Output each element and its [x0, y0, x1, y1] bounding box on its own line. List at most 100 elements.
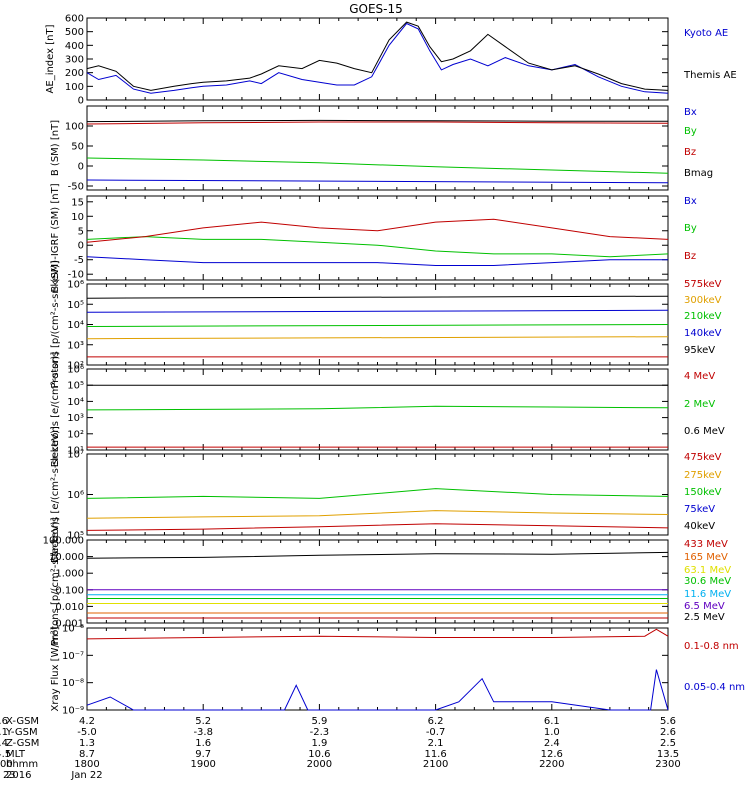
- footer-value: 1.9: [311, 738, 327, 749]
- series-line: [86, 236, 669, 258]
- y-tick-label: 0: [78, 96, 84, 107]
- footer-value: 1.6: [195, 738, 211, 749]
- footer-value: 1.0: [544, 727, 560, 738]
- footer-value: 2000: [307, 759, 332, 770]
- footer-value: 1900: [190, 759, 215, 770]
- series-line: [86, 628, 669, 640]
- y-axis-label: B (SM) [nT]: [50, 120, 61, 176]
- footer-value: 4.2: [79, 716, 95, 727]
- y-tick-label: 10⁻⁸: [62, 678, 84, 689]
- legend-entry: By: [684, 223, 697, 234]
- legend-entry: 63.1 MeV: [684, 565, 731, 576]
- footer-value: Jan 22: [70, 770, 102, 781]
- panel-5: 10¹ 10² 10³ 10⁴ 10⁵ 10⁶ Electrons [e/(cm²-s-sr…: [50, 352, 725, 468]
- footer-value: 6.1: [544, 716, 560, 727]
- series-line: [86, 510, 669, 519]
- y-tick-label: 10⁴: [67, 397, 84, 408]
- y-tick-label: 300: [65, 55, 84, 66]
- footer-value: 5.2: [195, 716, 211, 727]
- series-line: [86, 324, 669, 327]
- legend-entry: 95keV: [684, 345, 715, 356]
- footer-value: 1.3: [79, 738, 95, 749]
- y-tick-label: 200: [65, 68, 84, 79]
- y-tick-label: 10⁶: [67, 280, 84, 291]
- y-axis-label: Electrons [e/(cm²-s-sr)]: [50, 352, 61, 468]
- legend-entry: 300keV: [684, 295, 722, 306]
- series-line: [86, 121, 669, 125]
- panel-frame: [86, 17, 669, 101]
- y-tick-label: 600: [65, 14, 84, 25]
- series-line: [86, 523, 669, 531]
- series-line: [86, 405, 669, 411]
- series-line: [86, 488, 669, 499]
- legend-entry: Bx: [684, 107, 697, 118]
- series-line: [86, 157, 669, 174]
- footer-value: 1800: [74, 759, 99, 770]
- footer-value: 11.6: [424, 749, 446, 760]
- panel-1: 0 100 200 300 400 500 600 AE_index [nT] Kyoto AE…: [45, 14, 737, 107]
- y-tick-label: 0.100: [55, 585, 84, 596]
- panel-2: -50 0 50 100 B (SM) [nT] Bx By Bz Bmag: [50, 105, 713, 193]
- y-tick-label: 10⁵: [67, 381, 84, 392]
- legend-entry: 2.5 MeV: [684, 612, 725, 623]
- y-axis-label: Protons [p/(cm²-s-sr-keV)]: [50, 517, 61, 645]
- footer-value: 12.6: [541, 749, 563, 760]
- footer-value: 10.6: [308, 749, 330, 760]
- y-tick-label: -50: [68, 182, 84, 193]
- series-line: [86, 119, 668, 123]
- legend-entry: By: [684, 126, 697, 137]
- footer-row-label: hhmm: [6, 759, 38, 770]
- ephemeris-footer: X-GSMY-GSMZ-GSMMLThhmm20164.2-5.01.38.71…: [0, 716, 681, 781]
- legend-entry: Themis AE: [683, 70, 737, 81]
- panel-frame: [86, 105, 669, 191]
- legend-entry: 40keV: [684, 521, 715, 532]
- legend-entry: Bz: [684, 147, 696, 158]
- footer-value: 2.5: [660, 738, 676, 749]
- footer-value: 2100: [423, 759, 448, 770]
- footer-row-label: Z-GSM: [6, 738, 39, 749]
- legend-entry: 0.1-0.8 nm: [684, 641, 739, 652]
- legend-entry: 6.5 MeV: [684, 601, 725, 612]
- footer-row-label: 2016: [6, 770, 31, 781]
- series-line: [86, 551, 669, 559]
- y-tick-label: 15: [71, 197, 84, 208]
- series-line: [86, 309, 669, 313]
- footer-value: 9.7: [195, 749, 211, 760]
- panel-6: 10⁵ 10⁶ 10⁷ Electrons [e/(cm²-s-sr-keV)] 475…: [50, 426, 722, 563]
- panel-frame: [86, 627, 669, 711]
- panel-7: 0.001 0.010 0.100 1.000 10.000 100.000Protons…: [43, 517, 732, 645]
- y-tick-label: 100: [65, 82, 84, 93]
- footer-value: 5.9: [311, 716, 327, 727]
- legend-entry: 475keV: [684, 452, 722, 463]
- y-tick-label: 10²: [67, 361, 84, 372]
- legend-entry: 140keV: [684, 328, 722, 339]
- footer-value: 14.5: [0, 749, 11, 760]
- y-tick-label: 10⁵: [67, 300, 84, 311]
- y-tick-label: 10: [71, 212, 84, 223]
- series-line: [86, 21, 669, 91]
- series-line: [86, 218, 669, 243]
- legend-entry: 0.05-0.4 nm: [684, 682, 745, 693]
- panel-frame: [86, 539, 669, 624]
- y-tick-label: 100.000: [43, 536, 84, 547]
- y-tick-label: 10⁷: [67, 450, 84, 461]
- y-tick-label: 10⁶: [67, 490, 84, 501]
- y-tick-label: 100: [65, 122, 84, 133]
- y-tick-label: 10⁻⁶: [62, 624, 84, 635]
- y-tick-label: 0.001: [55, 619, 84, 630]
- y-axis-label: B (SM)-IGRF (SM) [nT]: [50, 183, 61, 292]
- footer-value: 2.1: [428, 738, 444, 749]
- series-line: [86, 295, 669, 299]
- footer-value: 0000: [0, 759, 13, 770]
- footer-value: 2.4: [544, 738, 560, 749]
- footer-value: 2.4: [0, 738, 8, 749]
- legend-entry: 433 MeV: [684, 539, 728, 550]
- legend-entry: 165 MeV: [684, 552, 728, 563]
- legend-entry: 210keV: [684, 311, 722, 322]
- y-tick-label: 500: [65, 27, 84, 38]
- y-tick-label: 0: [78, 241, 84, 252]
- legend-entry: 11.6 MeV: [684, 589, 731, 600]
